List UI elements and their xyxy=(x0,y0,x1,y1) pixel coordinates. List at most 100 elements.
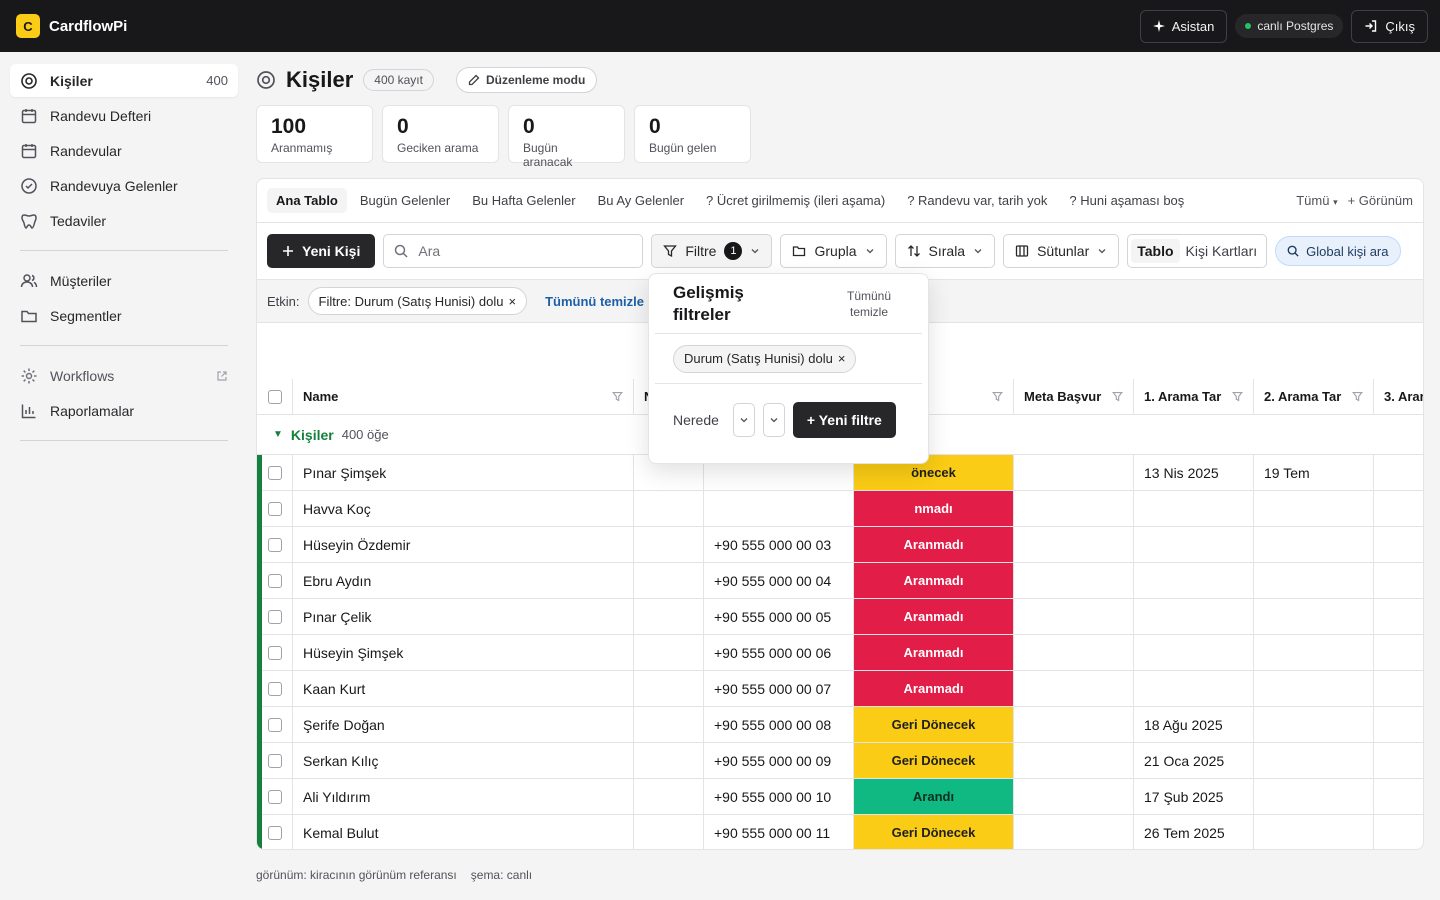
new-person-button[interactable]: Yeni Kişi xyxy=(267,234,376,268)
cell-call-date-1[interactable]: 17 Şub 2025 xyxy=(1134,779,1254,814)
cell-call-date-3[interactable] xyxy=(1374,491,1423,526)
cell-status-badge[interactable]: Aranmadı xyxy=(854,563,1014,598)
filter-funnel-icon[interactable] xyxy=(992,391,1003,402)
cell-call-date-2[interactable] xyxy=(1254,635,1374,670)
row-checkbox[interactable] xyxy=(257,779,293,814)
cell-status-badge[interactable]: Geri Dönecek xyxy=(854,815,1014,849)
cell-call-date-1[interactable]: 21 Oca 2025 xyxy=(1134,743,1254,778)
new-filter-button[interactable]: + Yeni filtre xyxy=(792,402,896,438)
cell-meta[interactable] xyxy=(1014,671,1134,706)
close-icon[interactable]: × xyxy=(837,351,846,366)
cell-name[interactable]: Pınar Çelik xyxy=(293,599,634,634)
stat-card[interactable]: 0 Bugün gelen xyxy=(634,105,751,163)
cell-name[interactable]: Ali Yıldırım xyxy=(293,779,634,814)
cell-phone[interactable]: +90 555 000 00 09 xyxy=(704,743,854,778)
sidebar-item-workflows[interactable]: Workflows xyxy=(10,359,238,392)
cell-call-date-2[interactable] xyxy=(1254,563,1374,598)
assistant-button[interactable]: Asistan xyxy=(1139,9,1228,43)
search-input[interactable]: Ara xyxy=(383,234,644,268)
cell-meta[interactable] xyxy=(1014,599,1134,634)
sidebar-item-segmentler[interactable]: Segmentler xyxy=(10,299,238,332)
column-header-call-3[interactable]: 3. Arar xyxy=(1374,379,1423,414)
tab-ana-tablo[interactable]: Ana Tablo xyxy=(267,188,347,213)
popover-clear-all-button[interactable]: Tümünü temizle xyxy=(846,288,892,319)
active-filter-chip[interactable]: Filtre: Durum (Satış Hunisi) dolu × xyxy=(307,287,528,315)
cell-call-date-1[interactable]: 26 Tem 2025 xyxy=(1134,815,1254,849)
cell-meta[interactable] xyxy=(1014,527,1134,562)
cell-call-date-1[interactable]: 18 Ağu 2025 xyxy=(1134,707,1254,742)
cell-call-date-3[interactable] xyxy=(1374,671,1423,706)
table-row[interactable]: Havva Koç nmadı xyxy=(257,491,1423,527)
cell-meta[interactable] xyxy=(1014,779,1134,814)
cell-call-date-3[interactable] xyxy=(1374,527,1423,562)
cell-name[interactable]: Pınar Şimşek xyxy=(293,455,634,490)
column-header-meta[interactable]: Meta Başvur xyxy=(1014,379,1134,414)
row-checkbox[interactable] xyxy=(257,635,293,670)
tab-bu-ay-gelenler[interactable]: Bu Ay Gelenler xyxy=(597,193,685,208)
filter-funnel-icon[interactable] xyxy=(612,391,623,402)
cell-meta[interactable] xyxy=(1014,815,1134,849)
stat-card[interactable]: 0 Geciken arama xyxy=(382,105,499,163)
cell-meta[interactable] xyxy=(1014,707,1134,742)
row-checkbox[interactable] xyxy=(257,563,293,598)
column-header-call-2[interactable]: 2. Arama Tar xyxy=(1254,379,1374,414)
cell-call-date-2[interactable] xyxy=(1254,707,1374,742)
view-table-option[interactable]: Tablo xyxy=(1131,239,1180,263)
cell-status-badge[interactable]: Geri Dönecek xyxy=(854,707,1014,742)
cell-name[interactable]: Ebru Aydın xyxy=(293,563,634,598)
group-button[interactable]: Grupla xyxy=(780,234,887,268)
cell-call-date-2[interactable] xyxy=(1254,743,1374,778)
cell-status-badge[interactable]: Aranmadı xyxy=(854,671,1014,706)
cell-phone[interactable]: +90 555 000 00 08 xyxy=(704,707,854,742)
cell-phone[interactable]: +90 555 000 00 07 xyxy=(704,671,854,706)
stat-card[interactable]: 0 Bugün aranacak xyxy=(508,105,625,169)
cell-name[interactable]: Serkan Kılıç xyxy=(293,743,634,778)
sidebar-item-kisiler[interactable]: Kişiler 400 xyxy=(10,64,238,97)
cell-name[interactable]: Havva Koç xyxy=(293,491,634,526)
cell-call-date-3[interactable] xyxy=(1374,563,1423,598)
row-checkbox[interactable] xyxy=(257,599,293,634)
sidebar-item-randevular[interactable]: Randevular xyxy=(10,134,238,167)
view-cards-option[interactable]: Kişi Kartları xyxy=(1185,243,1258,259)
cell-call-date-3[interactable] xyxy=(1374,635,1423,670)
cell-phone[interactable]: +90 555 000 00 10 xyxy=(704,779,854,814)
tab-ucret-girilmemis[interactable]: ? Ücret girilmemiş (ileri aşama) xyxy=(706,193,886,208)
cell-call-date-3[interactable] xyxy=(1374,779,1423,814)
sidebar-item-musteriler[interactable]: Müşteriler xyxy=(10,264,238,297)
cell-meta[interactable] xyxy=(1014,491,1134,526)
cell-call-date-1[interactable] xyxy=(1134,671,1254,706)
table-row[interactable]: Şerife Doğan +90 555 000 00 08 Geri Dönece… xyxy=(257,707,1423,743)
cell-meta[interactable] xyxy=(1014,743,1134,778)
edit-mode-button[interactable]: Düzenleme modu xyxy=(455,67,598,93)
cell-phone[interactable] xyxy=(704,455,854,490)
cell-call-date-1[interactable]: 13 Nis 2025 xyxy=(1134,455,1254,490)
cell-call-date-2[interactable] xyxy=(1254,599,1374,634)
row-checkbox[interactable] xyxy=(257,455,293,490)
cell-phone[interactable]: +90 555 000 00 11 xyxy=(704,815,854,849)
sidebar-item-tedaviler[interactable]: Tedaviler xyxy=(10,204,238,237)
table-row[interactable]: Serkan Kılıç +90 555 000 00 09 Geri Dönece… xyxy=(257,743,1423,779)
tab-randevu-tarih-yok[interactable]: ? Randevu var, tarih yok xyxy=(907,193,1048,208)
cell-phone[interactable]: +90 555 000 00 04 xyxy=(704,563,854,598)
tab-bugun-gelenler[interactable]: Bugün Gelenler xyxy=(359,193,451,208)
table-row[interactable]: Hüseyin Şimşek +90 555 000 00 06 Aranmadı xyxy=(257,635,1423,671)
cell-name[interactable]: Şerife Doğan xyxy=(293,707,634,742)
cell-call-date-2[interactable] xyxy=(1254,491,1374,526)
select-all-checkbox[interactable] xyxy=(257,379,293,414)
filter-funnel-icon[interactable] xyxy=(1232,391,1243,402)
cell-call-date-3[interactable] xyxy=(1374,599,1423,634)
column-header-name[interactable]: Name xyxy=(293,379,634,414)
cell-status-badge[interactable]: Geri Dönecek xyxy=(854,743,1014,778)
cell-name[interactable]: Kemal Bulut xyxy=(293,815,634,849)
columns-button[interactable]: Sütunlar xyxy=(1003,234,1120,268)
cell-status-badge[interactable]: Aranmadı xyxy=(854,527,1014,562)
cell-call-date-2[interactable] xyxy=(1254,527,1374,562)
cell-call-date-1[interactable] xyxy=(1134,599,1254,634)
cell-call-date-2[interactable]: 19 Tem xyxy=(1254,455,1374,490)
cell-name[interactable]: Hüseyin Özdemir xyxy=(293,527,634,562)
cell-call-date-3[interactable] xyxy=(1374,707,1423,742)
table-row[interactable]: Pınar Çelik +90 555 000 00 05 Aranmadı xyxy=(257,599,1423,635)
cell-call-date-2[interactable] xyxy=(1254,815,1374,849)
row-checkbox[interactable] xyxy=(257,527,293,562)
row-checkbox[interactable] xyxy=(257,491,293,526)
